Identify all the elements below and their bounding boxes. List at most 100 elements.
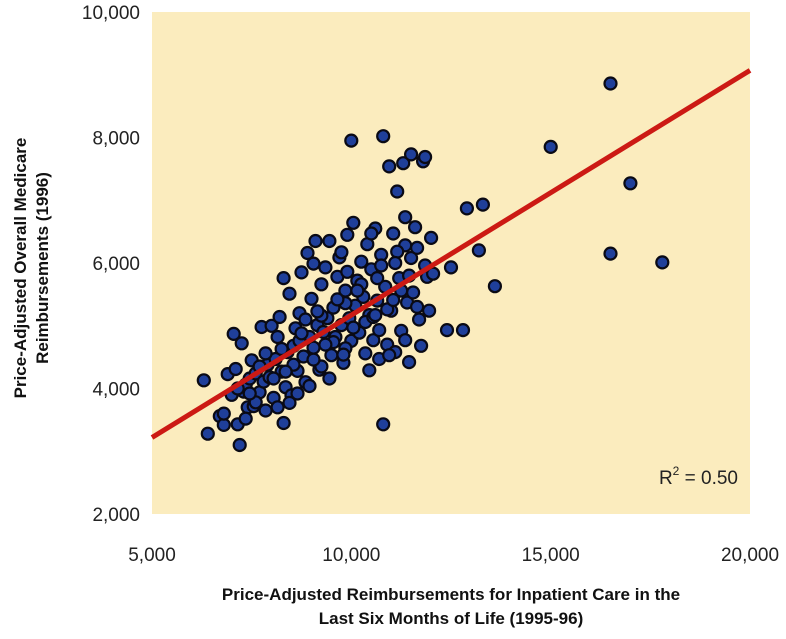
data-point	[404, 147, 419, 162]
data-point	[294, 265, 309, 280]
data-point	[302, 378, 317, 394]
data-point	[330, 292, 345, 307]
data-point	[388, 255, 403, 271]
data-point	[471, 243, 486, 258]
data-point	[266, 371, 281, 386]
data-point	[362, 363, 377, 378]
data-point	[370, 271, 385, 286]
y-axis-title-line1: Price-Adjusted Overall Medicare	[11, 138, 30, 399]
x-axis-title-line2: Last Six Months of Life (1995-96)	[319, 609, 584, 628]
data-point	[623, 176, 638, 191]
data-point	[422, 303, 437, 318]
data-point	[294, 326, 309, 341]
data-point	[366, 333, 381, 348]
data-point	[354, 254, 369, 269]
data-point	[270, 329, 285, 345]
data-point	[350, 283, 365, 298]
data-point	[372, 323, 387, 338]
data-point	[475, 197, 490, 212]
data-point	[216, 406, 231, 421]
data-point	[228, 361, 243, 377]
data-point	[346, 215, 361, 230]
data-point	[200, 426, 215, 441]
data-point	[340, 227, 355, 242]
y-axis-title-line2: Reimbursements (1996)	[33, 172, 52, 364]
x-axis-title-line1: Price-Adjusted Reimbursements for Inpati…	[222, 585, 680, 604]
data-point	[196, 373, 211, 388]
data-point	[308, 233, 323, 249]
r-squared-annotation: R2 = 0.50	[659, 464, 738, 489]
data-point	[386, 226, 401, 241]
data-point	[455, 323, 471, 338]
data-point	[358, 346, 373, 361]
r-squared-base: R	[659, 468, 673, 489]
data-point	[390, 244, 405, 259]
data-point	[418, 149, 433, 165]
data-point	[487, 279, 502, 294]
y-tick-label: 10,000	[82, 3, 140, 24]
data-point	[318, 337, 333, 352]
data-point	[322, 371, 337, 386]
data-point	[306, 352, 321, 367]
data-point	[543, 139, 558, 154]
data-point	[238, 411, 253, 426]
data-point	[368, 308, 383, 323]
data-point	[382, 159, 397, 174]
data-point	[290, 386, 305, 401]
data-point	[318, 260, 333, 275]
data-point	[410, 240, 425, 255]
x-axis-tick-labels: 5,000 10,000 15,000 20,000	[128, 545, 779, 566]
data-point	[304, 291, 319, 306]
x-tick-label: 10,000	[322, 545, 380, 566]
data-point	[443, 260, 459, 275]
data-point	[258, 346, 273, 361]
data-point	[374, 258, 389, 273]
data-point	[300, 245, 315, 261]
data-point	[306, 256, 321, 271]
data-point	[412, 312, 427, 327]
data-point	[282, 286, 297, 301]
data-point	[414, 338, 429, 353]
data-point	[398, 333, 413, 348]
data-point	[242, 386, 257, 401]
data-point	[410, 299, 425, 314]
data-point	[402, 355, 417, 370]
data-point	[226, 326, 241, 341]
data-point	[282, 395, 297, 410]
data-point	[376, 129, 391, 144]
data-point	[603, 246, 618, 261]
x-tick-label: 5,000	[128, 545, 176, 566]
data-point	[382, 348, 397, 363]
data-point	[278, 364, 293, 379]
data-point	[340, 264, 355, 279]
data-point	[298, 312, 313, 327]
data-point	[272, 309, 287, 325]
x-tick-label: 20,000	[721, 545, 779, 566]
data-point	[424, 230, 439, 245]
data-point	[322, 233, 337, 249]
y-tick-label: 2,000	[92, 505, 140, 526]
data-point	[406, 285, 421, 300]
data-point	[234, 336, 249, 351]
y-tick-label: 6,000	[92, 254, 140, 275]
data-point	[603, 76, 618, 91]
r-squared-value: = 0.50	[679, 468, 738, 489]
x-tick-label: 15,000	[522, 545, 580, 566]
data-point	[346, 320, 361, 335]
data-point	[459, 201, 474, 216]
data-point	[264, 318, 279, 333]
data-point	[276, 415, 291, 431]
y-tick-label: 8,000	[92, 129, 140, 150]
data-point	[364, 226, 379, 241]
data-point	[439, 323, 455, 338]
data-point	[314, 277, 329, 292]
data-point	[408, 220, 423, 235]
data-point	[390, 184, 405, 199]
data-point	[232, 437, 247, 453]
data-point	[398, 210, 413, 225]
data-point	[310, 304, 325, 319]
y-tick-label: 4,000	[92, 380, 140, 401]
data-point	[386, 292, 401, 308]
data-point	[376, 417, 391, 432]
